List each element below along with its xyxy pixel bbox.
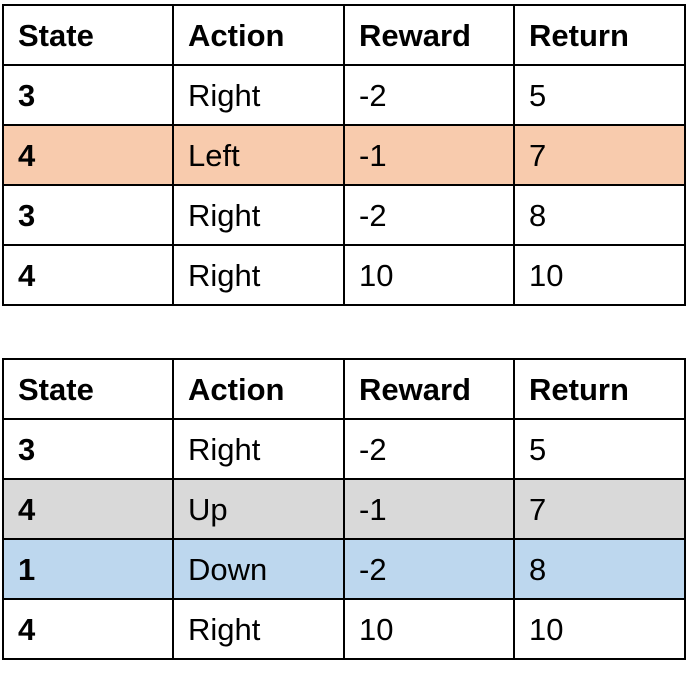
- header-return: Return: [513, 358, 686, 420]
- header-action: Action: [172, 4, 345, 66]
- header-return: Return: [513, 4, 686, 66]
- table-row: 4 Right 10 10: [2, 244, 686, 306]
- cell-state: 4: [2, 598, 174, 660]
- table-row-highlighted: 4 Left -1 7: [2, 124, 686, 186]
- cell-action: Right: [172, 598, 345, 660]
- table-row: 3 Right -2 5: [2, 64, 686, 126]
- cell-state: 4: [2, 478, 174, 540]
- cell-action: Right: [172, 64, 345, 126]
- cell-state: 3: [2, 418, 174, 480]
- cell-return: 5: [513, 64, 686, 126]
- cell-state: 4: [2, 244, 174, 306]
- cell-return: 7: [513, 478, 686, 540]
- cell-return: 8: [513, 184, 686, 246]
- header-reward: Reward: [343, 4, 515, 66]
- cell-state: 3: [2, 64, 174, 126]
- cell-reward: -1: [343, 124, 515, 186]
- table-row: 3 Right -2 5: [2, 418, 686, 480]
- cell-reward: -1: [343, 478, 515, 540]
- cell-return: 7: [513, 124, 686, 186]
- cell-reward: 10: [343, 244, 515, 306]
- cell-state: 3: [2, 184, 174, 246]
- table-row: 3 Right -2 8: [2, 184, 686, 246]
- cell-reward: -2: [343, 418, 515, 480]
- cell-reward: -2: [343, 184, 515, 246]
- table-row-highlighted: 1 Down -2 8: [2, 538, 686, 600]
- cell-action: Right: [172, 418, 345, 480]
- header-state: State: [2, 4, 174, 66]
- cell-action: Right: [172, 184, 345, 246]
- cell-reward: -2: [343, 538, 515, 600]
- header-action: Action: [172, 358, 345, 420]
- cell-state: 1: [2, 538, 174, 600]
- table-row: 4 Right 10 10: [2, 598, 686, 660]
- cell-action: Right: [172, 244, 345, 306]
- episode-table-2: State Action Reward Return 3 Right -2 5 …: [2, 358, 686, 660]
- header-reward: Reward: [343, 358, 515, 420]
- cell-state: 4: [2, 124, 174, 186]
- cell-action: Up: [172, 478, 345, 540]
- cell-return: 10: [513, 244, 686, 306]
- cell-return: 8: [513, 538, 686, 600]
- episode-table-1: State Action Reward Return 3 Right -2 5 …: [2, 4, 686, 306]
- header-state: State: [2, 358, 174, 420]
- table-header-row: State Action Reward Return: [2, 4, 686, 66]
- cell-reward: 10: [343, 598, 515, 660]
- cell-return: 10: [513, 598, 686, 660]
- cell-reward: -2: [343, 64, 515, 126]
- table-header-row: State Action Reward Return: [2, 358, 686, 420]
- table-row-highlighted: 4 Up -1 7: [2, 478, 686, 540]
- cell-return: 5: [513, 418, 686, 480]
- cell-action: Down: [172, 538, 345, 600]
- cell-action: Left: [172, 124, 345, 186]
